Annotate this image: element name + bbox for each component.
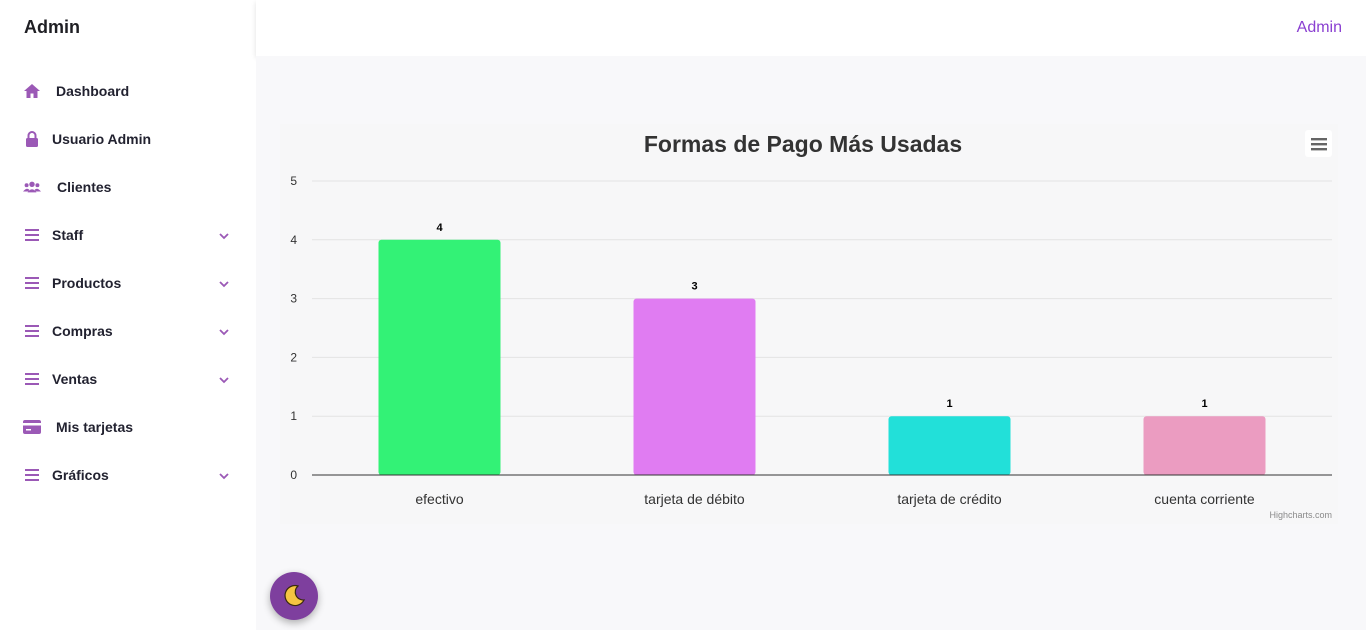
sidebar-item-label: Ventas [52,371,98,387]
sidebar-item-clientes[interactable]: Clientes [0,163,256,211]
bar [378,239,501,475]
moon-icon [284,584,306,607]
chevron-down-icon[interactable] [218,229,230,241]
sidebar-item-staff[interactable]: Staff [0,211,256,259]
data-label: 1 [1201,398,1207,410]
sidebar-item-label: Gráficos [52,467,109,483]
credit-card-icon [23,418,41,436]
sidebar-item-label: Dashboard [56,83,130,99]
sidebar-item-label: Clientes [57,179,112,195]
y-tick-label: 3 [290,292,297,306]
sidebar-item-productos[interactable]: Productos [0,259,256,307]
user-menu-link[interactable]: Admin [1296,19,1342,36]
sidebar-item-label: Productos [52,275,122,291]
chart-menu-button[interactable] [1305,130,1332,157]
y-tick-label: 2 [290,350,297,364]
sidebar-item-graficos[interactable]: Gráficos [0,451,256,499]
sidebar-item-compras[interactable]: Compras [0,307,256,355]
data-label: 4 [436,222,443,234]
sidebar-item-mis-tarjetas[interactable]: Mis tarjetas [0,403,256,451]
chevron-down-icon[interactable] [218,325,230,337]
x-tick-label: cuenta corriente [1154,491,1255,507]
sidebar: Admin Dashboard Usuario Admin Clientes S… [0,0,256,630]
x-tick-label: tarjeta de débito [644,491,745,507]
sidebar-item-ventas[interactable]: Ventas [0,355,256,403]
sidebar-item-usuario-admin[interactable]: Usuario Admin [0,115,256,163]
dark-mode-toggle[interactable] [270,572,318,620]
bar-chart: 0 1 2 3 4 5 4 efectivo 3 tarjeta de débito 1 tarjet… [290,174,1332,507]
lock-icon [23,130,41,148]
x-tick-label: tarjeta de crédito [897,491,1001,507]
y-tick-label: 1 [290,409,297,423]
menu-icon [23,322,41,340]
chart-title: Formas de Pago Más Usadas [0,131,1366,158]
menu-icon [23,466,41,484]
y-tick-label: 0 [290,468,297,482]
chart-credits[interactable]: Highcharts.com [1269,510,1332,520]
home-icon [23,82,41,100]
y-tick-label: 5 [290,174,297,188]
chevron-down-icon[interactable] [218,277,230,289]
chevron-down-icon[interactable] [218,373,230,385]
menu-icon [23,274,41,292]
bar [1143,416,1266,475]
sidebar-item-label: Mis tarjetas [56,419,134,435]
sidebar-item-dashboard[interactable]: Dashboard [0,67,256,115]
bar [633,298,756,475]
data-label: 1 [946,398,952,410]
menu-icon [23,226,41,244]
sidebar-item-label: Staff [52,227,84,243]
brand-title: Admin [24,17,80,37]
chevron-down-icon[interactable] [218,469,230,481]
users-icon [23,178,41,196]
sidebar-item-label: Compras [52,323,113,339]
x-tick-label: efectivo [415,491,463,507]
menu-icon [23,370,41,388]
chart-title-text: Formas de Pago Más Usadas [643,131,963,157]
data-label: 3 [691,281,697,293]
hamburger-icon [1310,137,1327,150]
sidebar-nav: Dashboard Usuario Admin Clientes Staff [0,67,256,499]
top-bar: Admin [256,0,1366,56]
y-tick-label: 4 [290,233,297,247]
sidebar-item-label: Usuario Admin [52,131,152,147]
bar [888,416,1011,475]
